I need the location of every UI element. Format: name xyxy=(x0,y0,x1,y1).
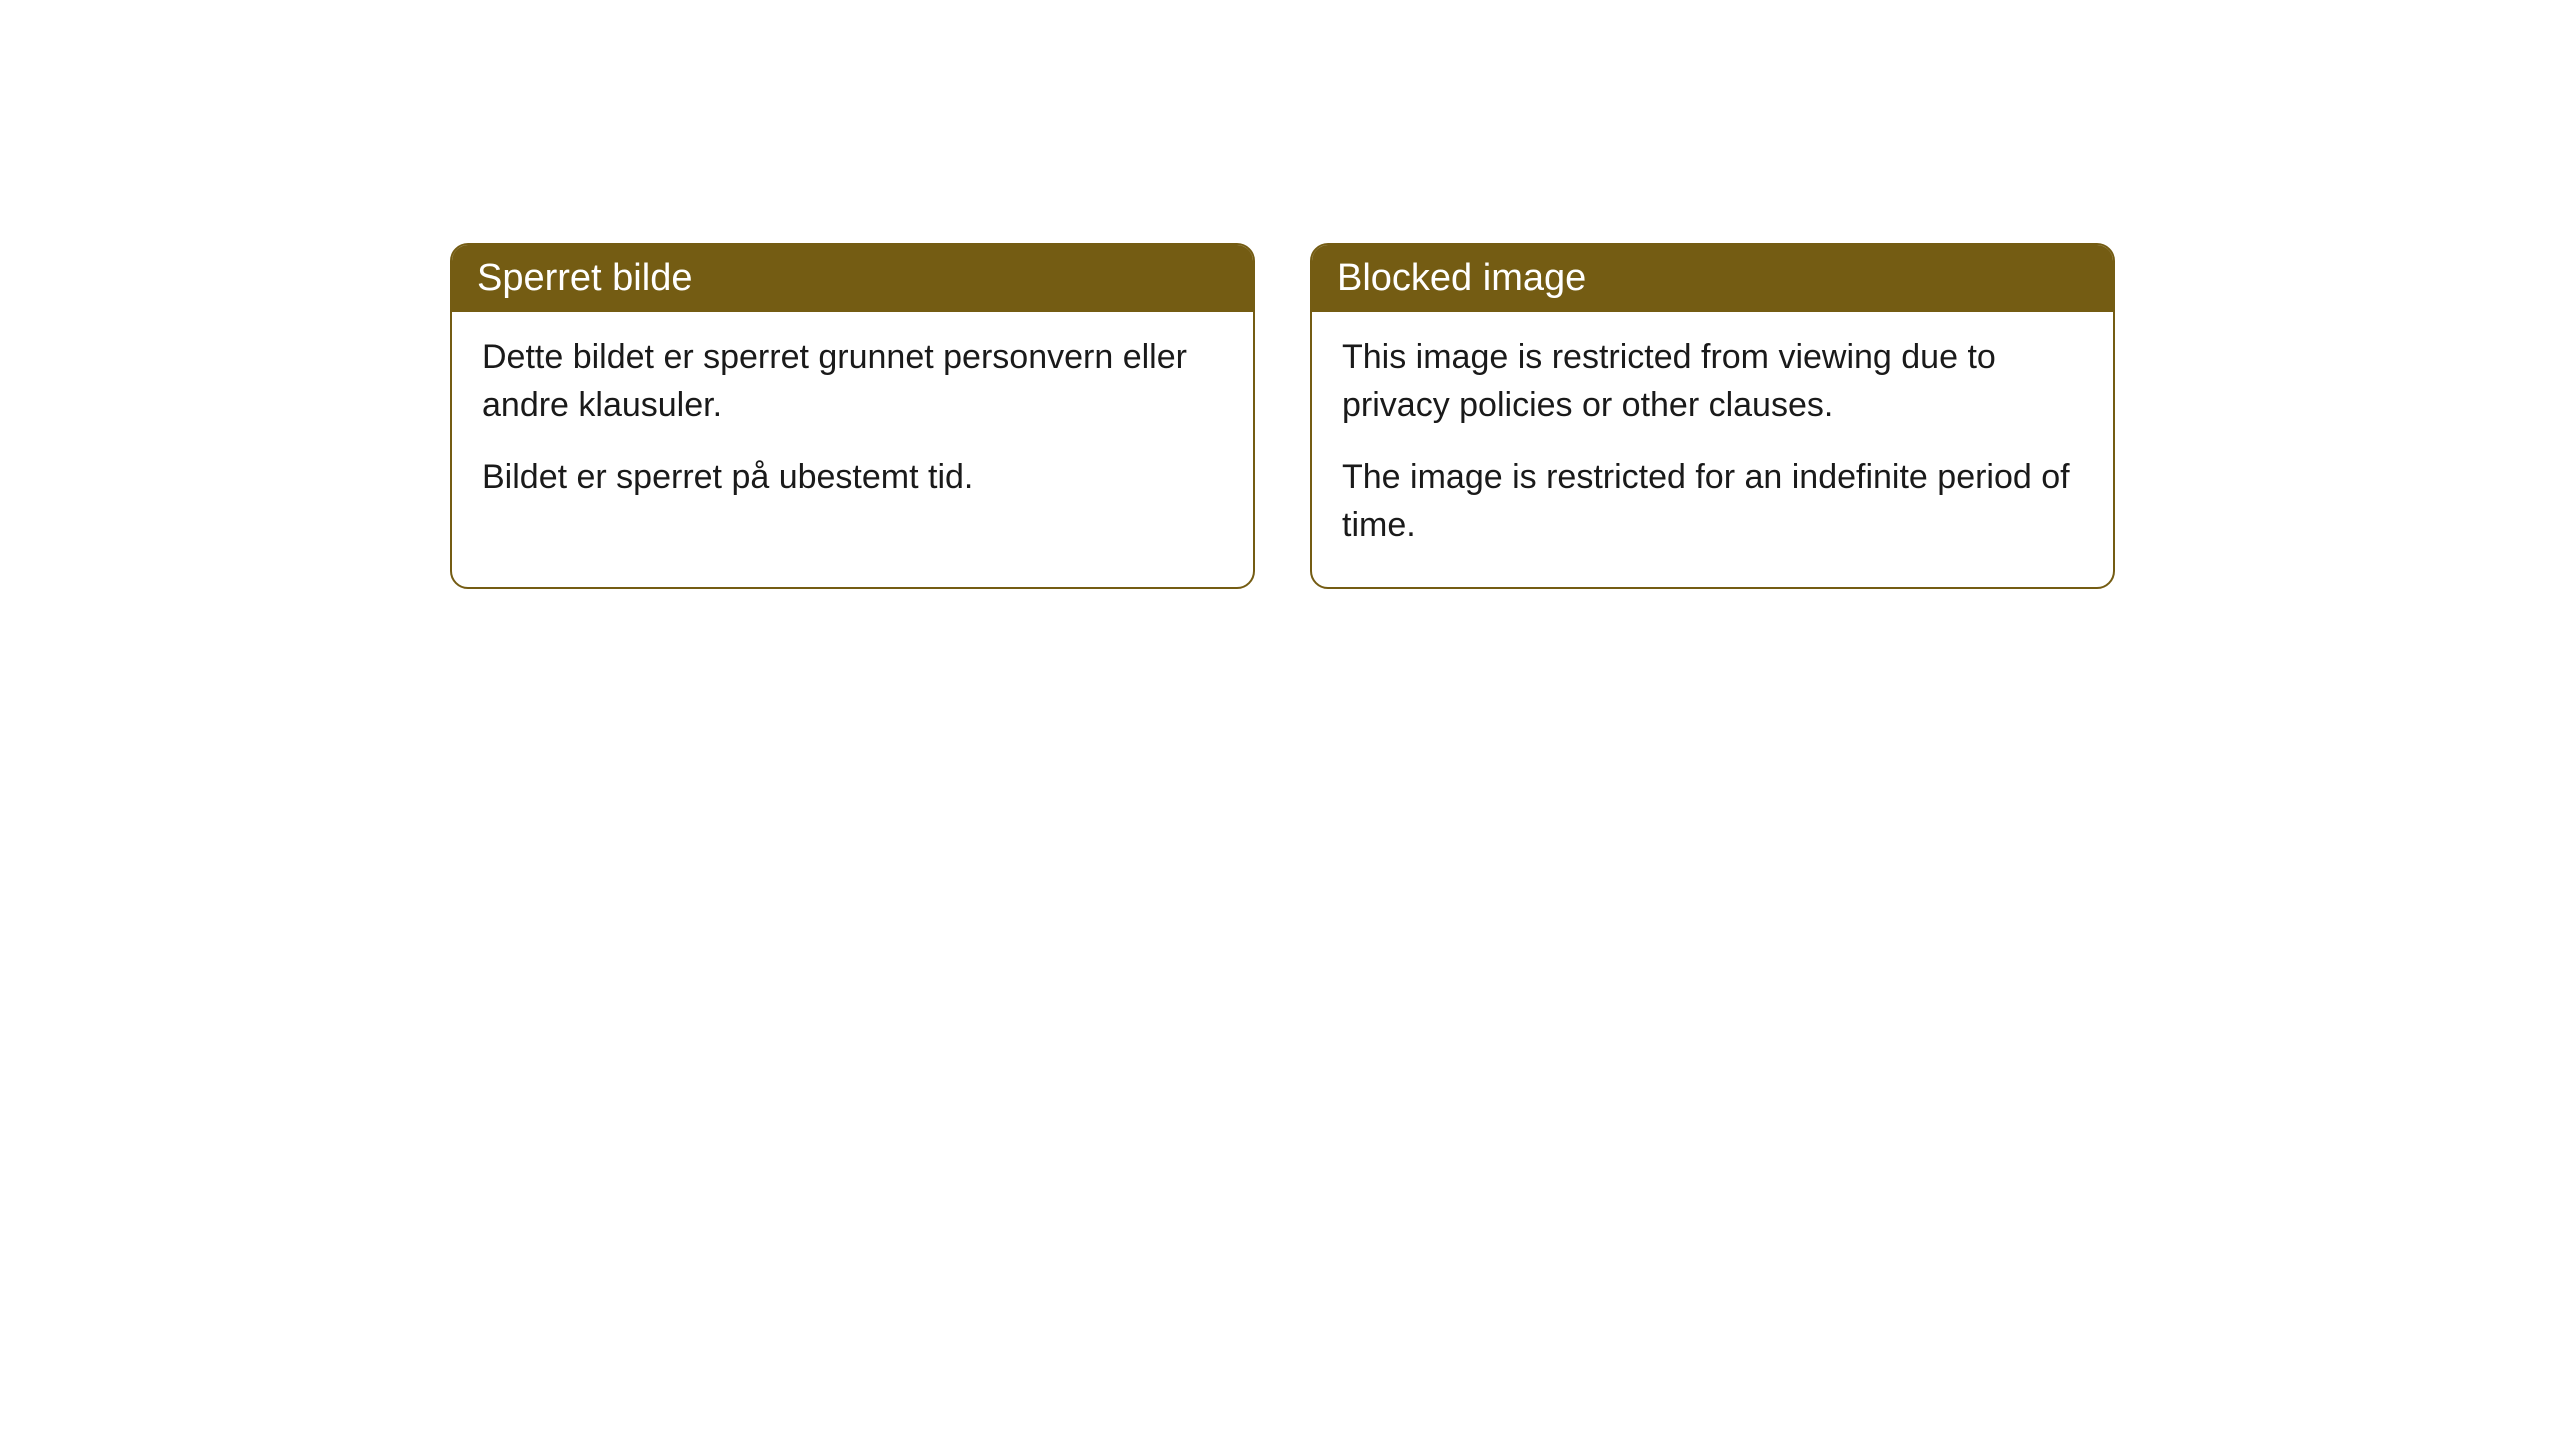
card-paragraph2-norwegian: Bildet er sperret på ubestemt tid. xyxy=(482,454,1223,502)
card-header-english: Blocked image xyxy=(1312,245,2113,312)
card-paragraph2-english: The image is restricted for an indefinit… xyxy=(1342,454,2083,549)
card-paragraph1-norwegian: Dette bildet er sperret grunnet personve… xyxy=(482,334,1223,429)
card-title-norwegian: Sperret bilde xyxy=(477,257,692,299)
cards-container: Sperret bilde Dette bildet er sperret gr… xyxy=(0,0,2560,589)
card-paragraph1-english: This image is restricted from viewing du… xyxy=(1342,334,2083,429)
blocked-image-card-english: Blocked image This image is restricted f… xyxy=(1310,243,2115,589)
card-title-english: Blocked image xyxy=(1337,257,1586,299)
card-body-norwegian: Dette bildet er sperret grunnet personve… xyxy=(452,312,1253,540)
card-body-english: This image is restricted from viewing du… xyxy=(1312,312,2113,587)
card-header-norwegian: Sperret bilde xyxy=(452,245,1253,312)
blocked-image-card-norwegian: Sperret bilde Dette bildet er sperret gr… xyxy=(450,243,1255,589)
